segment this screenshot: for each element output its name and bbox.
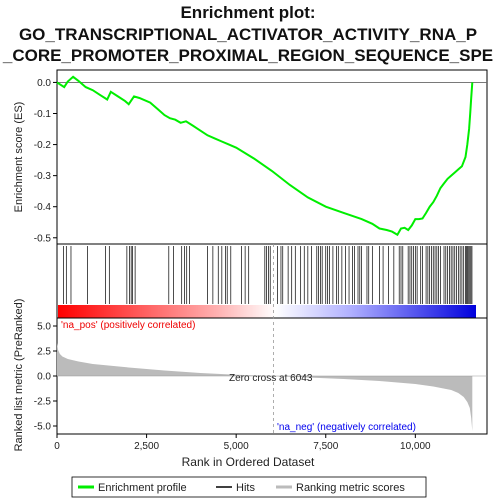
es-y-tick-label: -0.5 (34, 233, 52, 244)
legend: Enrichment profile Hits Ranking metric s… (72, 477, 426, 497)
zero-cross-label: Zero cross at 6043 (229, 373, 313, 384)
x-axis-label: Rank in Ordered Dataset (182, 455, 315, 469)
legend-hits-label: Hits (236, 482, 255, 494)
x-tick-label: 7,500 (313, 441, 338, 452)
positive-label: 'na_pos' (positively correlated) (61, 320, 195, 331)
chart-title: Enrichment plot: (180, 3, 315, 22)
negative-label: 'na_neg' (negatively correlated) (277, 422, 416, 433)
rank-y-tick-label: 5.0 (37, 322, 51, 333)
rank-y-axis-label: Ranked list metric (PreRanked) (13, 299, 25, 452)
es-y-axis: 0.0 -0.1 -0.2 -0.3 -0.4 -0.5 (34, 78, 57, 244)
es-y-tick-label: -0.1 (34, 109, 52, 120)
x-tick-label: 0 (54, 441, 60, 452)
x-tick-label: 2,500 (134, 441, 159, 452)
rank-y-tick-label: -5.0 (34, 422, 52, 433)
es-y-tick-label: 0.0 (37, 78, 51, 89)
chart-title-line-1: GO_TRANSCRIPTIONAL_ACTIVATOR_ACTIVITY_RN… (19, 25, 477, 44)
es-y-tick-label: -0.3 (34, 171, 52, 182)
es-y-axis-label: Enrichment score (ES) (13, 102, 25, 213)
es-y-tick-label: -0.2 (34, 140, 52, 151)
x-axis: 0 2,500 5,000 7,500 10,000 (54, 434, 431, 452)
rank-y-axis: 5.0 2.5 0.0 -2.5 -5.0 (34, 322, 57, 433)
es-y-tick-label: -0.4 (34, 202, 52, 213)
x-tick-label: 10,000 (400, 441, 431, 452)
rank-y-tick-label: -2.5 (34, 397, 52, 408)
legend-enrichment-label: Enrichment profile (98, 482, 187, 494)
x-tick-label: 5,000 (224, 441, 249, 452)
chart-title-line-2: _CORE_PROMOTER_PROXIMAL_REGION_SEQUENCE_… (2, 46, 493, 65)
rank-y-tick-label: 2.5 (37, 347, 51, 358)
rank-color-bar (58, 305, 476, 318)
rank-y-tick-label: 0.0 (37, 372, 51, 383)
legend-ranking-label: Ranking metric scores (296, 482, 405, 494)
